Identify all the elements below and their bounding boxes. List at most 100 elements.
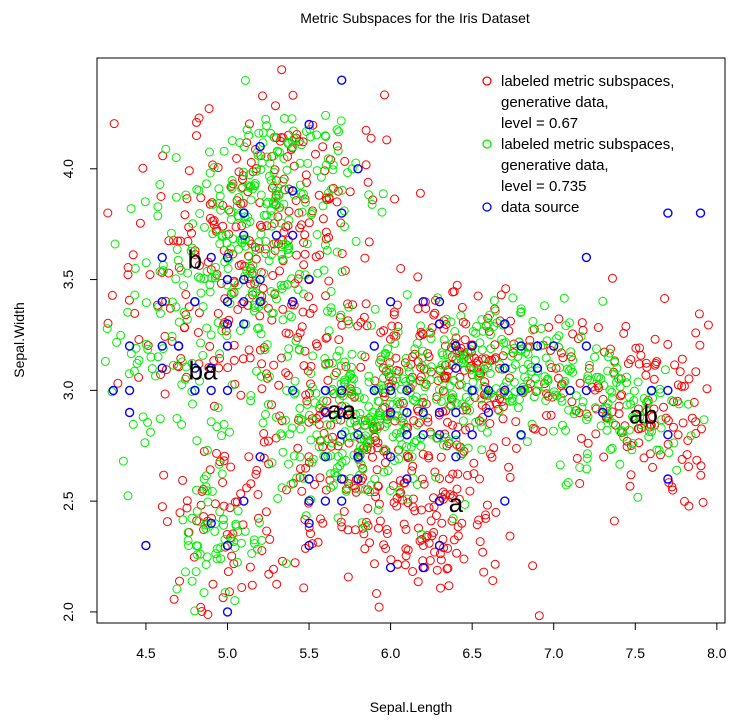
data-source-point-107 [581, 252, 592, 263]
green-point-488 [355, 409, 365, 418]
green-point-618 [478, 326, 488, 336]
green-point-798 [602, 409, 612, 419]
red-point-112 [321, 227, 331, 237]
red-point-39 [321, 333, 331, 343]
red-point-803 [689, 397, 699, 407]
green-point-328 [364, 402, 374, 412]
red-point-25 [208, 160, 218, 170]
green-point-268 [245, 217, 255, 227]
green-point-41 [205, 287, 215, 297]
green-point-693 [465, 405, 475, 415]
green-point-174 [302, 239, 312, 249]
green-point-694 [541, 383, 551, 393]
green-point-807 [607, 443, 617, 453]
green-point-743 [515, 346, 525, 356]
green-point-384 [284, 459, 293, 469]
green-point-811 [627, 445, 637, 455]
red-point-757 [692, 455, 702, 465]
green-point-374 [356, 460, 366, 470]
data-source-point-101 [565, 385, 575, 396]
green-point-779 [629, 396, 639, 406]
red-point-109 [194, 261, 204, 270]
green-point-138 [297, 207, 307, 217]
red-point-665 [490, 354, 500, 364]
red-point-506 [388, 481, 398, 491]
green-point-726 [545, 359, 555, 369]
red-point-878 [474, 515, 484, 525]
green-point-408 [282, 386, 292, 395]
green-point-834 [592, 372, 602, 382]
data-source-point-137 [532, 341, 543, 351]
green-point-114 [366, 320, 376, 330]
red-point-70 [193, 328, 203, 337]
green-point-71 [208, 199, 218, 209]
green-point-832 [575, 463, 585, 472]
green-point-931 [141, 258, 151, 268]
red-point-701 [361, 299, 371, 309]
green-point-297 [384, 364, 394, 374]
green-point-706 [426, 334, 436, 344]
green-point-878 [201, 560, 211, 569]
green-point-382 [225, 427, 235, 437]
green-point-45 [322, 245, 332, 255]
green-point-911 [124, 369, 134, 379]
data-source-point-76 [516, 430, 526, 440]
data-source-point-125 [451, 363, 461, 373]
data-source-point-108 [451, 452, 461, 462]
annotation-ba: ba [189, 355, 218, 385]
green-point-358 [311, 388, 321, 398]
green-point-401 [350, 416, 360, 426]
green-point-163 [217, 326, 227, 336]
red-point-214 [318, 214, 328, 224]
green-point-482 [366, 480, 376, 490]
green-point-689 [459, 354, 469, 364]
red-point-478 [379, 540, 389, 550]
red-point-184 [364, 237, 374, 247]
green-point-458 [252, 366, 261, 376]
green-point-398 [442, 350, 452, 359]
red-point-173 [109, 119, 119, 129]
data-source-point-42 [124, 341, 135, 351]
red-point-447 [296, 464, 305, 474]
red-point-441 [344, 438, 354, 448]
green-point-60 [155, 180, 165, 189]
green-point-67 [270, 288, 280, 298]
data-source-point-86 [434, 540, 445, 551]
red-point-430 [316, 514, 325, 524]
red-point-467 [482, 500, 492, 510]
green-point-126 [276, 218, 286, 228]
red-point-198 [340, 156, 350, 166]
red-point-684 [577, 318, 587, 328]
green-point-747 [594, 372, 603, 382]
green-point-813 [607, 387, 617, 397]
red-point-439 [203, 610, 213, 619]
green-point-897 [126, 204, 136, 214]
data-source-point-58 [483, 407, 494, 418]
red-point-415 [431, 511, 441, 520]
red-point-183 [390, 194, 400, 204]
data-source-point-62 [385, 562, 396, 573]
red-point-474 [360, 544, 370, 554]
green-point-246 [343, 168, 353, 178]
red-point-949 [225, 587, 234, 597]
green-point-135 [320, 240, 330, 250]
green-point-751 [606, 445, 616, 454]
red-point-766 [673, 396, 682, 406]
red-point-777 [673, 430, 683, 440]
green-point-745 [482, 359, 492, 369]
green-point-154 [153, 202, 163, 212]
legend-marker-2 [482, 202, 492, 212]
data-source-point-77 [500, 385, 510, 396]
green-point-930 [167, 331, 177, 341]
red-point-329 [438, 386, 448, 396]
green-point-707 [483, 319, 493, 329]
green-point-502 [295, 452, 305, 462]
green-point-30 [213, 318, 223, 328]
green-point-486 [360, 485, 370, 494]
red-point-528 [506, 316, 515, 326]
x-tick-label-4: 6.5 [462, 645, 482, 661]
green-point-896 [206, 330, 216, 340]
red-point-247 [295, 223, 305, 233]
green-point-230 [332, 247, 342, 257]
green-point-383 [328, 480, 338, 490]
